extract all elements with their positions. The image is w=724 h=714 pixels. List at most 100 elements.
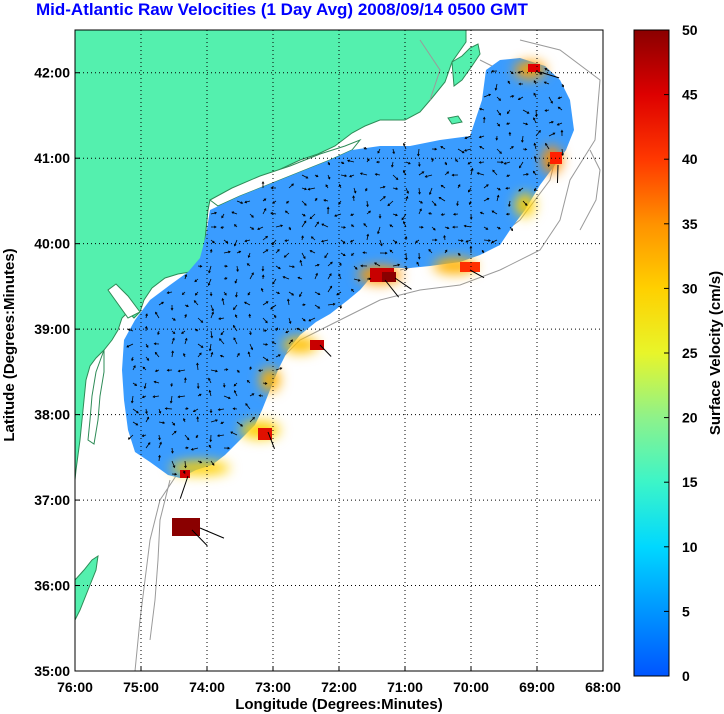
velocity-arrow (544, 81, 550, 85)
velocity-arrow-head (233, 243, 237, 247)
velocity-arrow (548, 96, 553, 104)
velocity-arrow-head (277, 291, 280, 295)
velocity-arrow-head (457, 184, 461, 187)
velocity-arrow (208, 378, 212, 384)
velocity-arrow-head (251, 215, 254, 218)
velocity-arrow (492, 169, 498, 176)
velocity-arrow-head (354, 267, 358, 270)
velocity-arrow-head (431, 157, 434, 161)
velocity-arrow-head (418, 191, 421, 195)
velocity-arrow-head (505, 212, 509, 216)
velocity-arrow (249, 417, 255, 423)
velocity-arrow (321, 239, 329, 242)
velocity-arrow-head (556, 123, 560, 126)
velocity-arrow (288, 291, 294, 296)
velocity-arrow-head (550, 101, 553, 104)
velocity-arrow-head (127, 437, 131, 440)
colorbar-tick-label: 15 (682, 474, 698, 490)
velocity-arrow-head (336, 292, 339, 296)
velocity-arrow-head (494, 87, 498, 91)
velocity-arrow-head (485, 227, 489, 230)
velocity-arrow-head (284, 210, 288, 214)
velocity-arrow (403, 170, 407, 176)
velocity-arrow-head (214, 225, 217, 229)
velocity-arrow (288, 339, 293, 345)
velocity-arrow-head (349, 174, 352, 178)
velocity-arrow-head (544, 109, 548, 112)
velocity-arrow-head (227, 446, 231, 450)
velocity-arrow-head (395, 187, 399, 191)
velocity-arrow-head (481, 249, 485, 253)
velocity-arrow (301, 174, 308, 179)
velocity-arrow (262, 249, 269, 254)
velocity-coverage (122, 58, 574, 478)
velocity-arrow-head (539, 72, 543, 75)
velocity-arrow-head (215, 419, 218, 422)
velocity-arrow-head (274, 314, 277, 318)
velocity-arrow-head (181, 292, 185, 296)
velocity-arrow-head (131, 358, 134, 362)
velocity-arrow (534, 156, 537, 163)
velocity-arrow-head (382, 185, 386, 189)
velocity-arrow (209, 343, 212, 351)
velocity-arrow-head (383, 196, 386, 199)
velocity-arrow (479, 161, 485, 164)
velocity-arrow-head (236, 269, 239, 272)
velocity-arrow (184, 434, 190, 440)
velocity-arrow-long (199, 527, 225, 539)
velocity-arrow (377, 226, 381, 234)
velocity-arrow-head (251, 272, 254, 275)
velocity-arrow (270, 212, 277, 215)
velocity-arrow-head (234, 280, 238, 284)
velocity-arrow-head (305, 176, 309, 179)
velocity-arrow-head (237, 352, 240, 356)
velocity-arrow (353, 196, 355, 202)
velocity-arrow (340, 239, 346, 244)
velocity-arrow-head (152, 395, 156, 399)
velocity-arrow-head (243, 301, 247, 305)
velocity-arrow (299, 291, 303, 297)
velocity-arrow-head (279, 367, 283, 370)
velocity-arrow-head (265, 343, 269, 346)
velocity-arrow (374, 262, 381, 267)
velocity-arrow (171, 431, 177, 436)
velocity-arrow-head (461, 150, 465, 154)
velocity-arrow-head (344, 174, 348, 178)
velocity-arrow-head (184, 465, 187, 469)
velocity-arrow-head (387, 203, 391, 207)
velocity-arrow-head (158, 437, 161, 441)
velocity-arrow (495, 83, 498, 91)
velocity-arrow (275, 225, 283, 228)
velocity-arrow-long (469, 269, 485, 279)
velocity-arrow-head (532, 170, 536, 174)
velocity-arrow (477, 172, 485, 176)
velocity-arrow (353, 278, 361, 282)
velocity-arrow-head (211, 311, 214, 315)
velocity-arrow (327, 273, 332, 280)
velocity-arrow-head (479, 211, 483, 215)
velocity-arrow-head (198, 393, 202, 397)
velocity-arrow (483, 94, 491, 98)
velocity-arrow-head (221, 297, 225, 301)
velocity-arrow-head (172, 465, 176, 469)
velocity-arrow-head (158, 411, 162, 414)
velocity-arrow (275, 249, 280, 254)
velocity-arrow-head (323, 199, 327, 202)
velocity-arrow-head (416, 261, 419, 265)
velocity-arrow-head (533, 92, 536, 96)
y-tick-label: 38:00 (34, 407, 70, 423)
velocity-arrow-head (207, 283, 211, 286)
velocity-arrow-head (252, 416, 255, 420)
velocity-arrow-head (343, 225, 346, 229)
velocity-arrow (300, 260, 303, 267)
velocity-arrow-head (185, 407, 189, 411)
colorbar-tick-label: 40 (682, 151, 698, 167)
velocity-arrow (194, 300, 199, 306)
velocity-arrow-head (261, 181, 265, 184)
velocity-arrow-head (186, 437, 190, 441)
velocity-arrow-head (158, 454, 161, 458)
velocity-arrow-head (342, 241, 346, 244)
velocity-arrow-head (218, 317, 221, 321)
velocity-arrow-head (146, 416, 150, 420)
velocity-arrow-head (560, 129, 564, 133)
